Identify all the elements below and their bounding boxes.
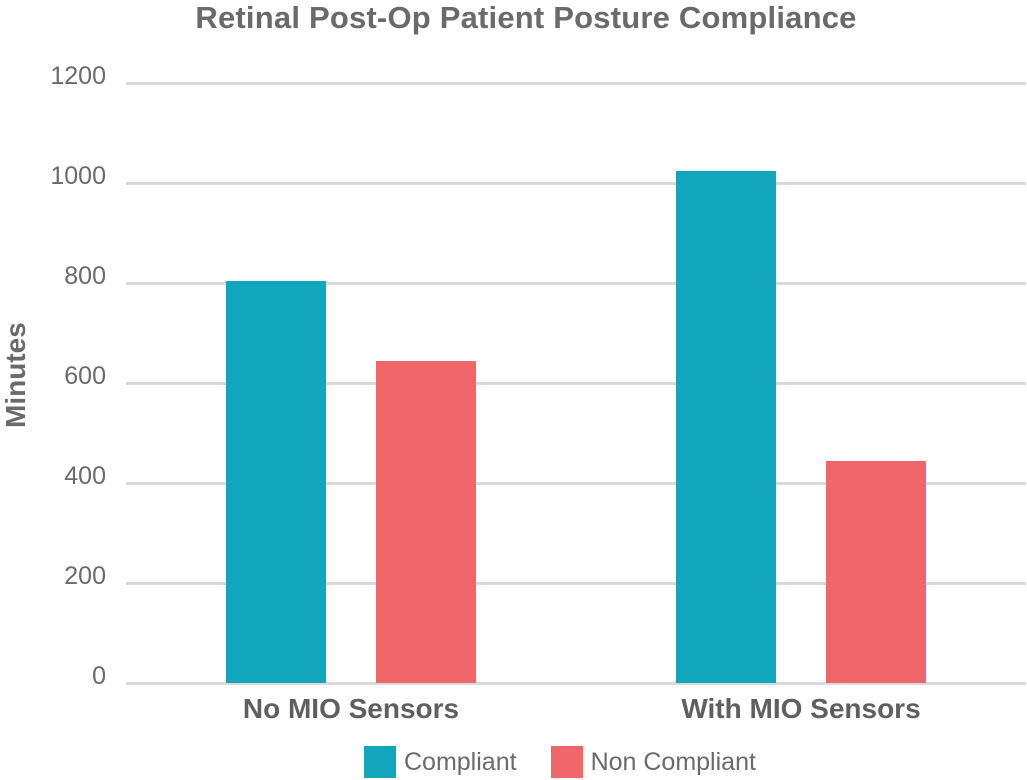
legend-item-compliant: Compliant <box>364 746 517 778</box>
legend-item-non-compliant: Non Compliant <box>550 746 756 778</box>
legend-label-compliant: Compliant <box>404 747 517 776</box>
bar-no-mio-sensors-non-compliant <box>376 360 476 683</box>
x-tick-label: No MIO Sensors <box>242 693 460 724</box>
y-tick-label: 600 <box>64 362 106 390</box>
legend-swatch-compliant <box>364 746 396 778</box>
gridline <box>126 82 1026 85</box>
legend-label-non-compliant: Non Compliant <box>590 747 756 776</box>
y-tick-label: 1200 <box>50 62 106 90</box>
gridline <box>126 182 1026 185</box>
legend: Compliant Non Compliant <box>364 746 790 778</box>
y-tick-label: 1000 <box>50 162 106 190</box>
gridline <box>126 282 1026 285</box>
bar-with-mio-sensors-non-compliant <box>826 460 926 683</box>
chart-title: Retinal Post-Op Patient Posture Complian… <box>195 0 857 35</box>
y-tick-label: 800 <box>64 262 106 290</box>
legend-swatch-non-compliant <box>550 746 583 778</box>
x-tick-label: With MIO Sensors <box>681 693 921 724</box>
y-tick-label: 400 <box>64 462 106 490</box>
y-tick-label: 200 <box>64 562 106 590</box>
gridline <box>126 382 1026 385</box>
gridline <box>126 682 1026 685</box>
gridline <box>126 582 1026 585</box>
bar-with-mio-sensors-compliant <box>676 170 776 683</box>
y-tick-label: 0 <box>92 662 106 690</box>
bar-no-mio-sensors-compliant <box>226 280 326 683</box>
gridline <box>126 482 1026 485</box>
